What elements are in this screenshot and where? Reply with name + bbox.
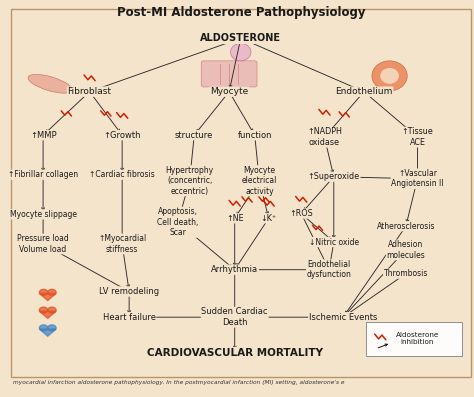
Text: ↑Vascular
Angiotensin II: ↑Vascular Angiotensin II — [391, 169, 444, 189]
Text: Pressure load
Volume load: Pressure load Volume load — [17, 234, 69, 254]
FancyBboxPatch shape — [10, 9, 471, 376]
Text: Ischemic Events: Ischemic Events — [309, 313, 377, 322]
Text: ↑Superoxide: ↑Superoxide — [308, 172, 360, 181]
Text: Thrombosis: Thrombosis — [383, 269, 428, 278]
Text: Adhesion
molecules: Adhesion molecules — [386, 240, 425, 260]
Text: structure: structure — [175, 131, 213, 140]
Text: CARDIOVASCULAR MORTALITY: CARDIOVASCULAR MORTALITY — [147, 348, 323, 358]
FancyBboxPatch shape — [201, 61, 257, 87]
Ellipse shape — [39, 307, 48, 313]
Polygon shape — [39, 293, 56, 301]
Text: Hypertrophy
(concentric,
eccentric): Hypertrophy (concentric, eccentric) — [165, 166, 214, 196]
Text: Myocyte: Myocyte — [210, 87, 248, 96]
Text: Arrhythmia: Arrhythmia — [211, 265, 258, 274]
Ellipse shape — [48, 307, 56, 313]
Text: Myocyte
electrical
activity: Myocyte electrical activity — [242, 166, 277, 196]
Text: function: function — [237, 131, 272, 140]
Text: ↑Fibrillar collagen: ↑Fibrillar collagen — [8, 170, 78, 179]
Text: Aldosterone
inhibition: Aldosterone inhibition — [396, 332, 439, 345]
Text: ↑ROS: ↑ROS — [289, 209, 313, 218]
Circle shape — [372, 61, 407, 91]
Text: Sudden Cardiac
Death: Sudden Cardiac Death — [201, 308, 268, 327]
FancyBboxPatch shape — [366, 322, 462, 356]
Text: Apoptosis,
Cell death,
Scar: Apoptosis, Cell death, Scar — [157, 207, 199, 237]
Polygon shape — [39, 311, 56, 318]
Text: ↑NADPH
oxidase: ↑NADPH oxidase — [307, 127, 342, 147]
Text: ↑NE: ↑NE — [226, 214, 244, 223]
Text: Atherosclerosis: Atherosclerosis — [377, 222, 435, 231]
Text: ↑MMP: ↑MMP — [30, 131, 56, 140]
Text: Post-MI Aldosterone Pathophysiology: Post-MI Aldosterone Pathophysiology — [117, 6, 365, 19]
Text: ALDOSTERONE: ALDOSTERONE — [200, 33, 281, 43]
Text: Endothelial
dysfunction: Endothelial dysfunction — [307, 260, 352, 279]
Text: ↑Tissue
ACE: ↑Tissue ACE — [401, 127, 433, 147]
Text: ↑Growth: ↑Growth — [103, 131, 141, 140]
Ellipse shape — [28, 74, 72, 93]
Text: LV remodeling: LV remodeling — [99, 287, 159, 296]
Text: ↑Cardiac fibrosis: ↑Cardiac fibrosis — [89, 170, 155, 179]
Text: ↑Myocardial
stiffness: ↑Myocardial stiffness — [98, 234, 146, 254]
Ellipse shape — [39, 289, 48, 295]
Text: Endothelium: Endothelium — [335, 87, 392, 96]
Circle shape — [230, 43, 251, 61]
Text: Myocyte slippage: Myocyte slippage — [9, 210, 77, 219]
Ellipse shape — [39, 325, 48, 331]
Ellipse shape — [48, 289, 56, 295]
Text: myocardial infarction aldosterone pathophysiology. In the postmyocardial infarct: myocardial infarction aldosterone pathop… — [13, 380, 344, 385]
Text: Fibroblast: Fibroblast — [68, 87, 111, 96]
Text: ↓Nitric oxide: ↓Nitric oxide — [309, 237, 359, 247]
Ellipse shape — [48, 325, 56, 331]
Polygon shape — [39, 329, 56, 336]
Circle shape — [380, 68, 399, 84]
Text: Heart failure: Heart failure — [103, 313, 155, 322]
Text: ↓K⁺: ↓K⁺ — [261, 214, 277, 223]
